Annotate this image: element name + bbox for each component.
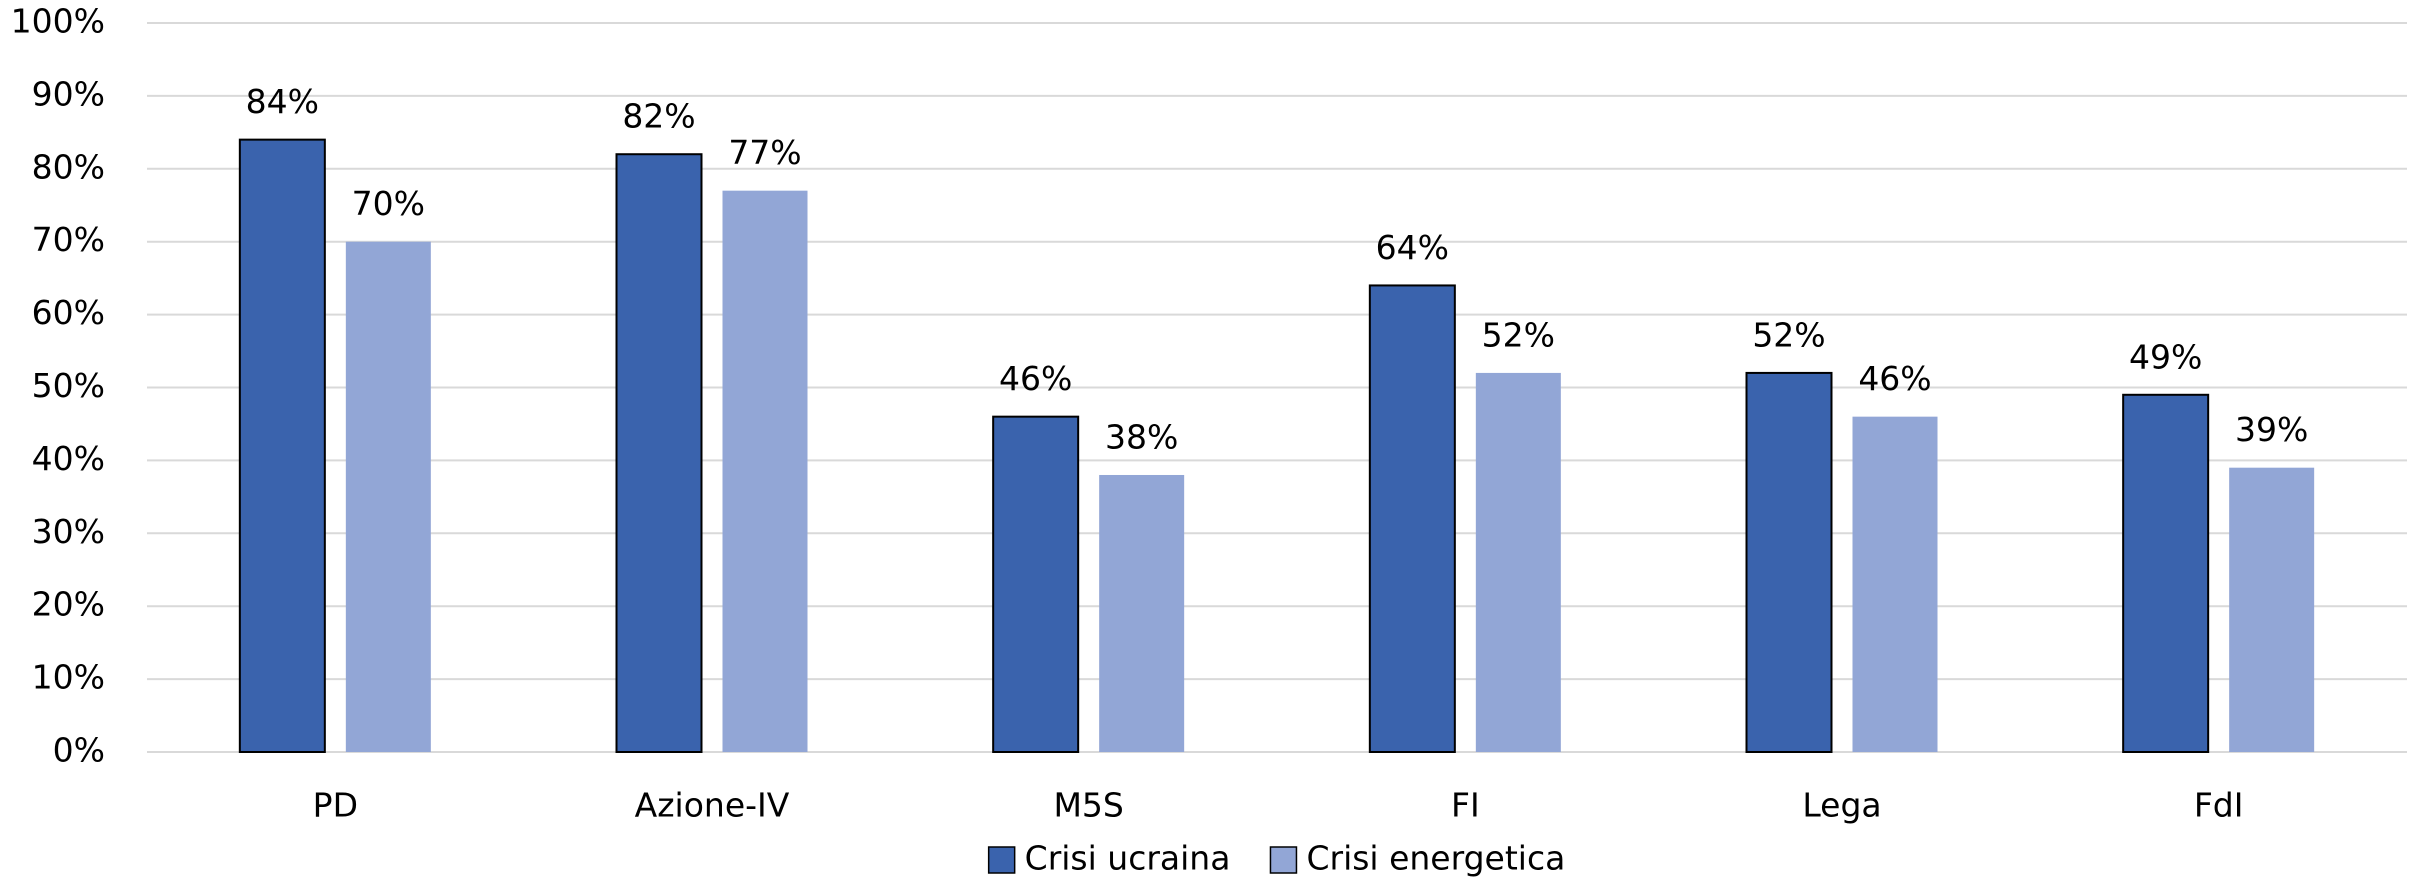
y-tick-label: 50% bbox=[32, 366, 105, 405]
legend-label: Crisi energetica bbox=[1306, 839, 1565, 878]
value-label: 38% bbox=[1105, 417, 1178, 456]
value-label: 49% bbox=[2129, 337, 2202, 376]
value-label: 39% bbox=[2235, 410, 2308, 449]
y-tick-label: 80% bbox=[32, 147, 105, 186]
x-tick-label: Lega bbox=[1802, 786, 1881, 825]
bar bbox=[1368, 284, 1456, 753]
value-label: 52% bbox=[1482, 315, 1555, 354]
bar bbox=[1099, 474, 1185, 752]
value-label: 46% bbox=[1858, 359, 1931, 398]
bar bbox=[1475, 372, 1561, 752]
value-label: 82% bbox=[622, 97, 695, 136]
bar bbox=[1745, 371, 1833, 753]
x-tick-label: M5S bbox=[1053, 786, 1123, 825]
x-tick-label: Azione-IV bbox=[635, 786, 790, 825]
legend-swatch bbox=[1269, 846, 1298, 874]
value-label: 84% bbox=[246, 82, 319, 121]
y-tick-label: 30% bbox=[32, 512, 105, 551]
bar bbox=[345, 241, 431, 752]
bar bbox=[615, 153, 703, 754]
y-tick-label: 60% bbox=[32, 293, 105, 332]
y-tick-label: 0% bbox=[53, 731, 105, 770]
y-tick-label: 90% bbox=[32, 74, 105, 113]
bar bbox=[992, 415, 1080, 753]
y-tick-label: 40% bbox=[32, 439, 105, 478]
legend-swatch bbox=[987, 846, 1016, 874]
y-tick-label: 20% bbox=[32, 585, 105, 624]
bar bbox=[2122, 393, 2210, 753]
value-label: 70% bbox=[352, 184, 425, 223]
x-tick-label: FI bbox=[1451, 786, 1480, 825]
y-tick-label: 70% bbox=[32, 220, 105, 259]
x-tick-label: FdI bbox=[2194, 786, 2244, 825]
value-label: 64% bbox=[1376, 228, 1449, 267]
y-tick-label: 100% bbox=[11, 2, 105, 41]
x-tick-label: PD bbox=[313, 786, 358, 825]
bar bbox=[1852, 416, 1938, 752]
bar bbox=[722, 190, 808, 753]
value-label: 46% bbox=[999, 359, 1072, 398]
legend-label: Crisi ucraina bbox=[1025, 839, 1231, 878]
value-label: 52% bbox=[1752, 315, 1825, 354]
value-label: 77% bbox=[728, 133, 801, 172]
y-tick-label: 10% bbox=[32, 658, 105, 697]
bar bbox=[2229, 467, 2315, 752]
bar bbox=[238, 138, 326, 753]
